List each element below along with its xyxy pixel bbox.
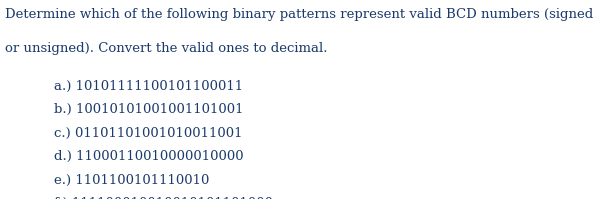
Text: or unsigned). Convert the valid ones to decimal.: or unsigned). Convert the valid ones to …: [5, 42, 327, 55]
Text: f.) 111100010010010101101000: f.) 111100010010010101101000: [54, 197, 273, 199]
Text: c.) 01101101001010011001: c.) 01101101001010011001: [54, 127, 243, 139]
Text: e.) 1101100101110010: e.) 1101100101110010: [54, 174, 209, 186]
Text: d.) 11000110010000010000: d.) 11000110010000010000: [54, 150, 244, 163]
Text: b.) 10010101001001101001: b.) 10010101001001101001: [54, 103, 244, 116]
Text: Determine which of the following binary patterns represent valid BCD numbers (si: Determine which of the following binary …: [5, 8, 593, 21]
Text: a.) 10101111100101100011: a.) 10101111100101100011: [54, 80, 243, 93]
